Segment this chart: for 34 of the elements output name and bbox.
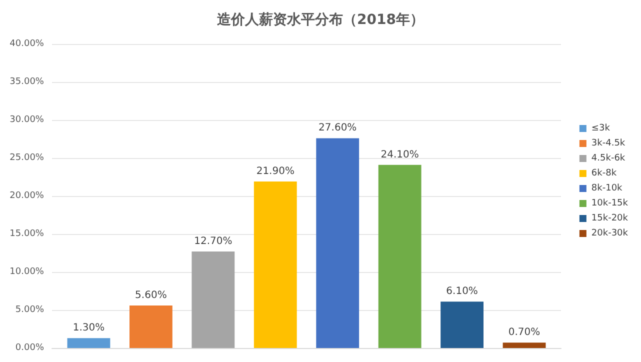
y-tick-label: 30.00%	[10, 115, 44, 125]
data-label: 12.70%	[194, 236, 232, 247]
legend-label: 4.5k-6k	[591, 154, 626, 164]
legend-label: ≤3k	[591, 124, 611, 134]
bar	[378, 164, 422, 348]
bar	[502, 342, 546, 348]
legend-label: 8k-10k	[591, 184, 624, 194]
bar	[129, 305, 172, 348]
y-tick-label: 15.00%	[10, 229, 44, 239]
data-label: 1.30%	[72, 322, 105, 334]
bar	[192, 251, 235, 348]
y-tick-label: 40.00%	[10, 39, 44, 49]
chart-title: 造价人薪资水平分布（2018年）	[216, 12, 424, 28]
legend-label: 15k-20k	[591, 214, 629, 224]
bar	[67, 338, 110, 348]
data-label: 6.10%	[446, 286, 478, 298]
y-tick-label: 10.00%	[10, 267, 44, 277]
y-tick-label: 35.00%	[10, 77, 44, 87]
data-label: 21.90%	[256, 166, 294, 178]
data-label: 24.10%	[380, 149, 419, 160]
legend-label: 3k-4.5k	[591, 138, 626, 148]
bar	[316, 138, 360, 348]
y-tick-label: 20.00%	[10, 191, 44, 201]
data-label: 27.60%	[318, 122, 357, 134]
y-tick-label: 25.00%	[10, 153, 44, 163]
data-label: 0.70%	[508, 327, 540, 338]
legend-label: 20k-30k	[591, 228, 629, 238]
legend-label: 6k-8k	[591, 168, 618, 178]
bar	[440, 302, 484, 348]
bar	[254, 182, 297, 348]
data-label: 5.60%	[135, 290, 167, 301]
legend-label: 10k-15k	[591, 198, 629, 208]
y-tick-label: 5.00%	[15, 305, 44, 315]
y-tick-label: 0.00%	[15, 343, 44, 353]
